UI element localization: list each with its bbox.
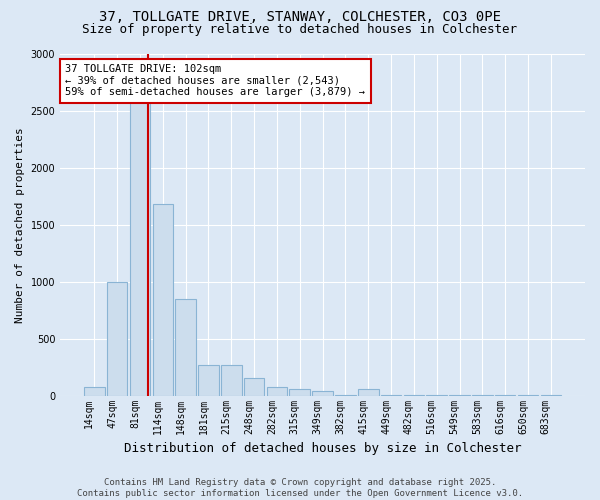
Bar	[518, 395, 538, 396]
X-axis label: Distribution of detached houses by size in Colchester: Distribution of detached houses by size …	[124, 442, 521, 455]
Bar	[358, 390, 379, 396]
Bar	[198, 365, 219, 396]
Bar	[175, 299, 196, 396]
Bar	[152, 204, 173, 396]
Bar	[472, 395, 493, 396]
Text: 37 TOLLGATE DRIVE: 102sqm
← 39% of detached houses are smaller (2,543)
59% of se: 37 TOLLGATE DRIVE: 102sqm ← 39% of detac…	[65, 64, 365, 98]
Text: Size of property relative to detached houses in Colchester: Size of property relative to detached ho…	[83, 22, 517, 36]
Bar	[221, 365, 242, 396]
Bar	[404, 395, 424, 396]
Y-axis label: Number of detached properties: Number of detached properties	[15, 127, 25, 322]
Bar	[449, 395, 470, 396]
Bar	[541, 395, 561, 396]
Bar	[289, 390, 310, 396]
Bar	[107, 282, 127, 396]
Bar	[335, 395, 356, 396]
Bar	[266, 387, 287, 396]
Bar	[130, 100, 150, 396]
Bar	[495, 395, 515, 396]
Text: Contains HM Land Registry data © Crown copyright and database right 2025.
Contai: Contains HM Land Registry data © Crown c…	[77, 478, 523, 498]
Bar	[427, 395, 447, 396]
Bar	[381, 395, 401, 396]
Bar	[84, 387, 104, 396]
Bar	[313, 390, 333, 396]
Text: 37, TOLLGATE DRIVE, STANWAY, COLCHESTER, CO3 0PE: 37, TOLLGATE DRIVE, STANWAY, COLCHESTER,…	[99, 10, 501, 24]
Bar	[244, 378, 265, 396]
